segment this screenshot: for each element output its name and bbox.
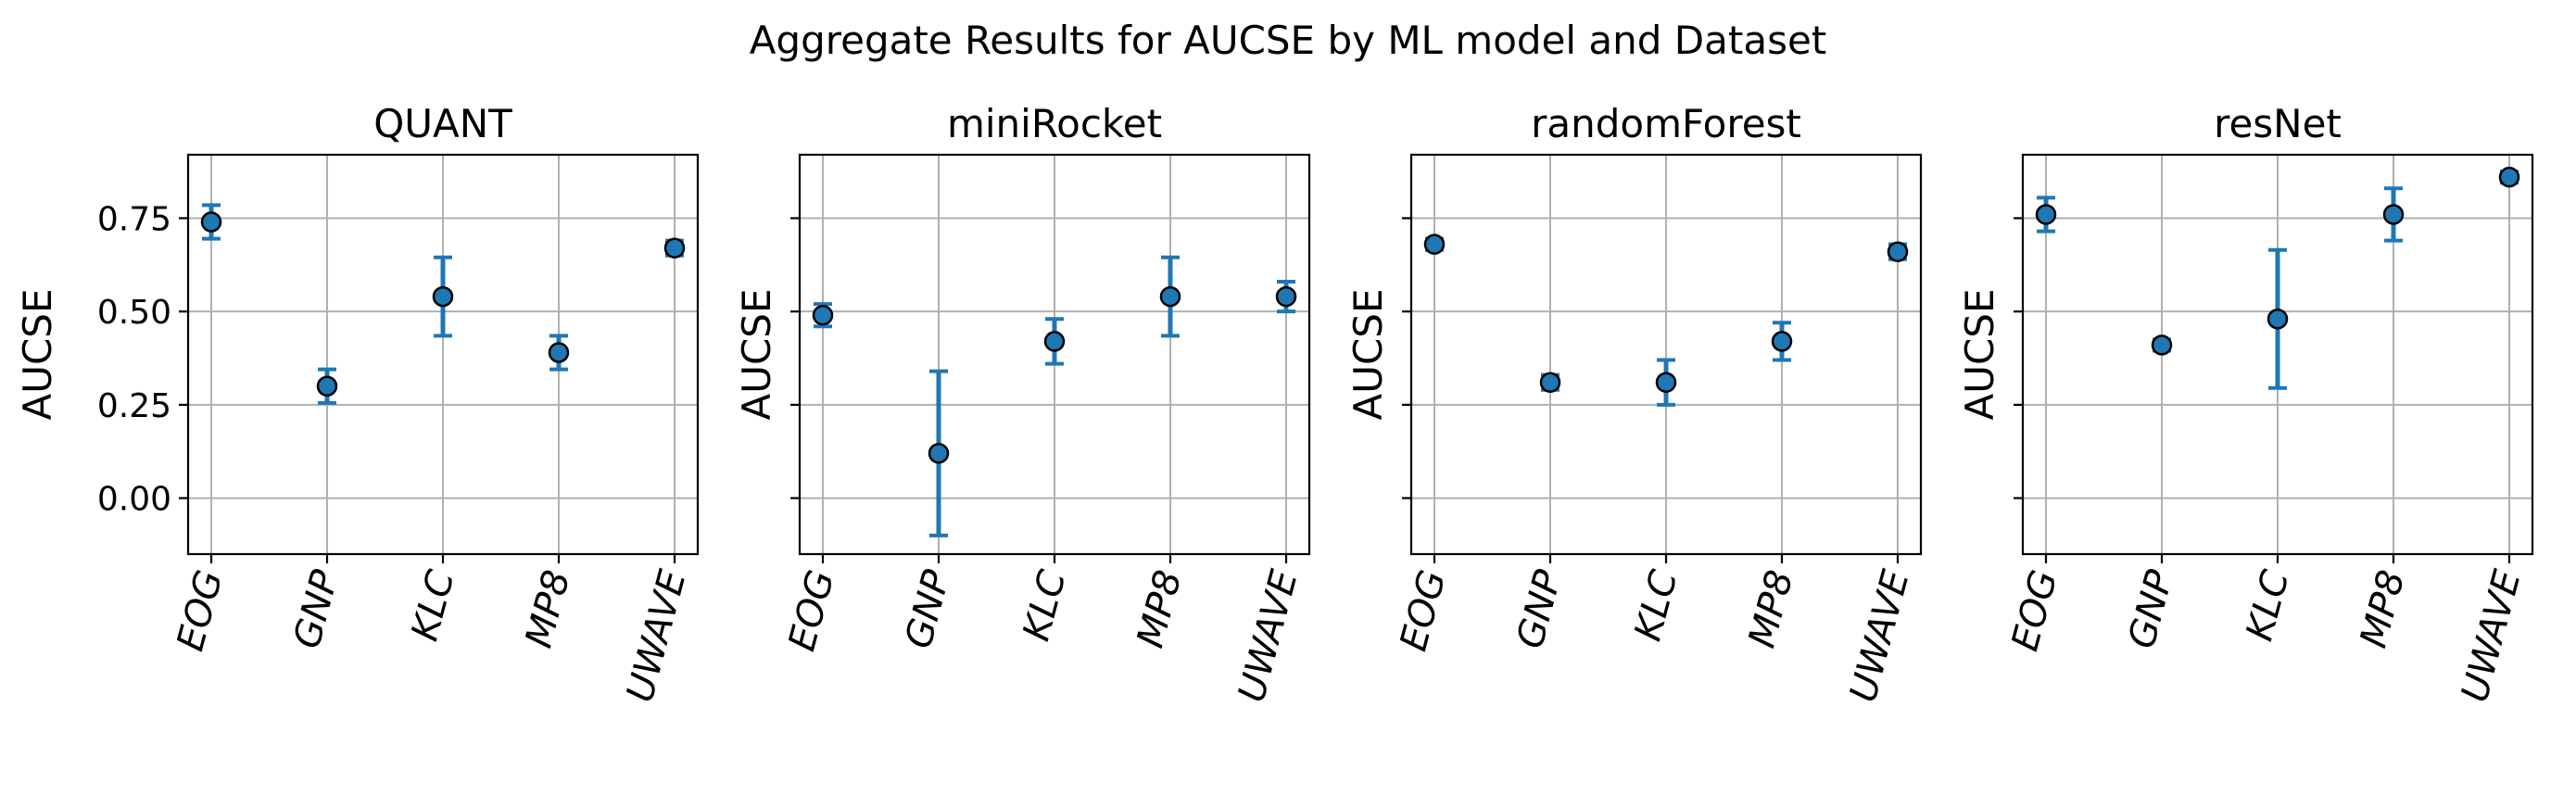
x-tick-label: UWAVE [2454,565,2530,707]
subplot-2: EOG GNP KLC MP8 UWAVE randomForest AUCSE [1345,101,1923,707]
data-point [432,285,454,308]
subplot-title: randomForest [1531,101,1801,146]
x-tick-label: EOG [1393,566,1455,656]
data-point [1043,331,1066,352]
data-point [1771,331,1793,352]
data-point [316,375,338,397]
data-point [1655,372,1677,393]
data-point [812,304,834,326]
figure-title: Aggregate Results for AUCSE by ML model … [750,18,1827,63]
x-tick-label: KLC [1626,566,1686,646]
data-point [1423,234,1446,255]
data-point [2151,335,2173,356]
x-tick-label: UWAVE [619,565,695,707]
subplot-title: miniRocket [947,101,1162,146]
axes-frame [186,153,700,556]
y-tick-label: 0.50 [97,294,171,332]
x-tick-label: UWAVE [1842,565,1918,707]
x-tick-label: KLC [1015,566,1074,646]
subplot-title: QUANT [373,101,512,146]
data-point [2267,308,2289,330]
subplot-1: EOG GNP KLC MP8 UWAVE miniRocket AUCSE [734,101,1311,707]
y-tick-label: 0.00 [97,481,171,519]
data-point [2035,204,2057,225]
x-tick-label: EOG [781,566,843,656]
axes-frame [798,153,1311,556]
x-tick-label: MP8 [1129,566,1190,652]
y-axis-label: AUCSE [1957,289,2002,421]
x-tick-label: KLC [2238,566,2297,646]
x-tick-label: GNP [897,565,959,653]
subplot-0: 0.00 0.25 0.50 0.75 EOG GNP KLC MP8 UWAVE QUANT AU… [15,101,700,707]
x-tick-label: MP8 [517,566,578,652]
y-tick-label: 0.25 [97,387,171,425]
subplot-panels: 0.00 0.25 0.50 0.75 EOG GNP KLC MP8 UWAVE QUANT AU… [15,101,2534,707]
x-tick-label: GNP [1509,565,1571,653]
data-point [2498,166,2520,188]
subplot-3: EOG GNP KLC MP8 UWAVE resNet AUCSE [1957,101,2534,707]
x-tick-label: KLC [403,566,462,646]
x-tick-label: EOG [170,566,232,656]
y-axis-label: AUCSE [1345,289,1391,421]
y-axis-label: AUCSE [734,289,779,421]
data-point [2382,204,2405,225]
subplot-title: resNet [2214,101,2342,146]
x-tick-label: MP8 [1740,566,1801,652]
x-tick-label: GNP [2120,565,2182,653]
data-point [548,342,570,363]
x-tick-label: EOG [2004,566,2066,656]
axes-frame [1409,153,1923,556]
data-point [1275,285,1297,308]
x-tick-label: MP8 [2352,566,2413,652]
x-tick-label: UWAVE [1231,565,1307,707]
y-axis-label: AUCSE [15,289,60,421]
data-point [1539,372,1561,393]
x-tick-label: GNP [285,565,347,653]
data-point [200,211,222,233]
data-point [928,442,950,464]
data-point [663,237,686,259]
y-tick-label: 0.75 [97,200,171,238]
data-point [1887,241,1909,262]
axes-frame [2021,153,2534,556]
data-point [1159,285,1181,308]
